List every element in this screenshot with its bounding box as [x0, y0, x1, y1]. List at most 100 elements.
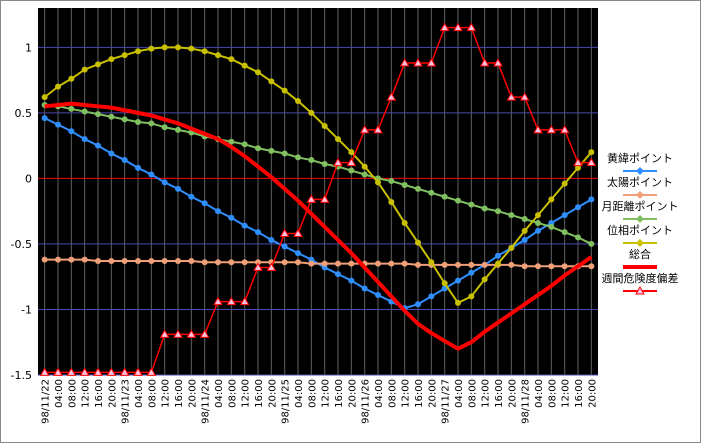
point — [561, 229, 568, 236]
x-tick-label: 16:00 — [94, 379, 105, 408]
point — [161, 124, 168, 131]
point — [53, 367, 63, 376]
point — [148, 257, 155, 264]
point — [268, 78, 275, 85]
point — [386, 92, 397, 101]
point — [135, 48, 141, 55]
x-tick-label: 20:00 — [587, 379, 598, 408]
point — [575, 164, 581, 171]
x-tick-label: 98/11/27 — [441, 379, 452, 424]
legend-label: 位相ポイント — [607, 223, 673, 237]
x-tick-label: 12:00 — [161, 379, 172, 408]
point — [66, 367, 77, 376]
point — [226, 296, 237, 306]
x-tick-label: 16:00 — [254, 379, 265, 408]
point — [388, 198, 395, 205]
legend-label: 黄緯ポイント — [607, 151, 673, 165]
point — [239, 296, 250, 306]
point — [119, 367, 130, 376]
point — [121, 157, 128, 164]
point — [255, 229, 261, 236]
point — [241, 62, 248, 69]
point — [399, 58, 410, 67]
point — [201, 259, 208, 266]
point — [255, 69, 261, 76]
x-tick-label: 98/11/25 — [281, 379, 292, 424]
point — [561, 263, 568, 270]
x-tick-label: 08:00 — [227, 379, 238, 408]
y-tick-label: -1.5 — [11, 369, 32, 382]
x-tick-label: 98/11/23 — [121, 379, 132, 424]
point — [533, 124, 543, 134]
point — [148, 120, 155, 127]
point — [506, 92, 517, 101]
point — [188, 257, 195, 264]
point — [228, 214, 235, 221]
point — [253, 262, 263, 272]
point — [81, 66, 88, 73]
point — [548, 223, 555, 230]
legend-label: 週間危険度偏差 — [602, 271, 679, 285]
point — [108, 113, 115, 120]
point — [348, 260, 355, 267]
point — [573, 157, 583, 167]
x-tick-label: 04:00 — [134, 379, 145, 408]
y-tick-label: 0.5 — [15, 107, 33, 120]
point — [308, 260, 315, 267]
x-tick-label: 04:00 — [534, 379, 545, 408]
point — [108, 150, 115, 157]
point — [81, 256, 88, 263]
point — [79, 367, 90, 376]
point — [415, 261, 421, 268]
point — [148, 171, 155, 178]
point — [455, 197, 461, 204]
point — [201, 200, 208, 207]
point — [308, 157, 315, 164]
point — [228, 259, 235, 266]
point — [346, 157, 357, 167]
x-tick-label: 04:00 — [214, 379, 225, 408]
point — [441, 280, 448, 287]
x-tick-label: 08:00 — [547, 379, 558, 408]
x-tick-label: 20:00 — [507, 379, 518, 408]
point — [575, 234, 581, 241]
point — [495, 208, 501, 215]
point — [68, 75, 75, 82]
point — [455, 261, 461, 268]
point — [468, 261, 475, 268]
point — [479, 58, 490, 67]
point — [428, 259, 435, 266]
point — [455, 299, 461, 306]
point — [413, 58, 423, 67]
point — [548, 196, 555, 203]
point — [468, 269, 475, 276]
point — [348, 167, 355, 174]
point — [361, 163, 368, 170]
x-tick-label: 98/11/24 — [201, 379, 212, 424]
point — [175, 185, 181, 192]
point — [159, 329, 170, 338]
x-tick-label: 98/11/26 — [361, 379, 372, 424]
x-tick-label: 08:00 — [307, 379, 318, 408]
point — [213, 296, 223, 306]
point — [215, 52, 221, 59]
point — [108, 257, 115, 264]
point — [281, 150, 288, 157]
point — [359, 124, 370, 134]
x-tick-label: 98/11/22 — [41, 379, 52, 424]
point — [293, 228, 303, 237]
point — [135, 119, 141, 126]
y-tick-label: -0.5 — [11, 238, 32, 251]
point — [575, 204, 581, 211]
point — [93, 367, 103, 376]
point — [255, 259, 261, 266]
point — [106, 367, 117, 376]
point — [401, 260, 408, 267]
point — [481, 205, 488, 212]
point — [535, 212, 541, 219]
point — [161, 257, 168, 264]
point — [561, 180, 568, 187]
point — [188, 193, 195, 200]
y-tick-label: 0 — [25, 172, 32, 185]
